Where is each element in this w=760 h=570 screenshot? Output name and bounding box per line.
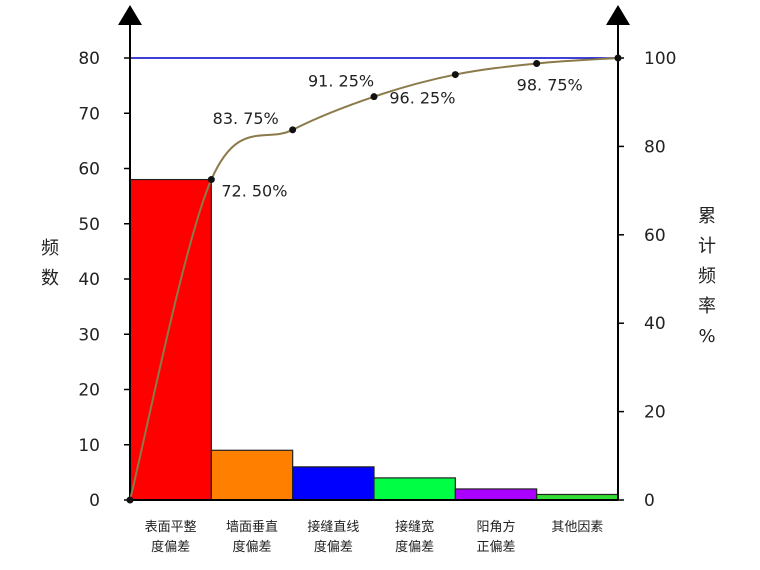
category-label: 度偏差 (151, 539, 190, 555)
right-axis-label-char: 计 (698, 236, 716, 257)
left-tick-label: 50 (78, 215, 100, 235)
bar-4 (373, 477, 456, 501)
cumulative-label-2: 83. 75% (213, 109, 279, 128)
left-tick-label: 10 (78, 436, 100, 456)
category-label: 度偏差 (395, 539, 434, 555)
left-tick-label: 20 (78, 381, 100, 401)
category-label: 度偏差 (314, 539, 353, 555)
ticks-layer: 0 10 20 30 40 50 60 70 80 0 20 40 60 80 100 (78, 49, 676, 511)
cumulative-point-6 (614, 54, 622, 62)
bar-2 (210, 449, 294, 501)
bars-layer (129, 178, 619, 501)
left-tick-label: 0 (89, 491, 100, 511)
labels-layer: 频数累计频率%表面平整度偏差墙面垂直度偏差接缝直线度偏差接缝宽度偏差阳角方正偏差… (41, 72, 716, 555)
right-axis-label-char: 累 (698, 206, 716, 227)
cumulative-layer (126, 54, 622, 504)
cumulative-point-0 (126, 496, 134, 504)
category-label: 墙面垂直 (226, 520, 278, 535)
right-axis-label-char: 率 (698, 296, 716, 317)
right-tick-label: 40 (644, 314, 666, 334)
cumulative-point-1 (207, 176, 215, 184)
bar-1 (129, 178, 212, 501)
cumulative-label-4: 96. 25% (389, 89, 455, 108)
category-label: 正偏差 (476, 540, 515, 555)
right-tick-label: 20 (644, 403, 666, 423)
category-label: 表面平整 (145, 520, 197, 535)
cumulative-label-1: 72. 50% (221, 182, 287, 201)
cumulative-point-4 (451, 71, 459, 79)
cumulative-label-3: 91. 25% (308, 72, 374, 91)
cumulative-point-2 (289, 126, 297, 134)
left-tick-label: 60 (78, 160, 100, 180)
category-label: 其他因素 (551, 520, 603, 535)
bar-5 (454, 488, 538, 501)
category-label: 接缝直线 (307, 519, 359, 535)
right-tick-label: 80 (644, 137, 666, 157)
bar-3 (292, 466, 375, 501)
right-tick-label: 100 (644, 49, 676, 69)
right-axis-label-char: % (698, 326, 715, 347)
left-tick-label: 30 (78, 325, 100, 345)
left-axis-label-char: 数 (41, 268, 59, 289)
right-tick-label: 0 (644, 491, 655, 511)
cumulative-point-5 (533, 60, 541, 68)
left-axis-label-char: 频 (41, 238, 59, 259)
right-tick-label: 60 (644, 226, 666, 246)
left-tick-label: 40 (78, 270, 100, 290)
left-tick-label: 70 (78, 104, 100, 124)
category-label: 度偏差 (232, 539, 271, 555)
category-label: 接缝宽 (395, 519, 434, 535)
category-label: 阳角方 (476, 519, 515, 535)
cumulative-line (129, 57, 619, 501)
cumulative-label-5: 98. 75% (517, 76, 583, 95)
left-tick-label: 80 (78, 49, 100, 69)
axes-layer (118, 5, 630, 501)
right-axis-label-char: 频 (698, 266, 716, 287)
cumulative-point-3 (370, 93, 378, 101)
